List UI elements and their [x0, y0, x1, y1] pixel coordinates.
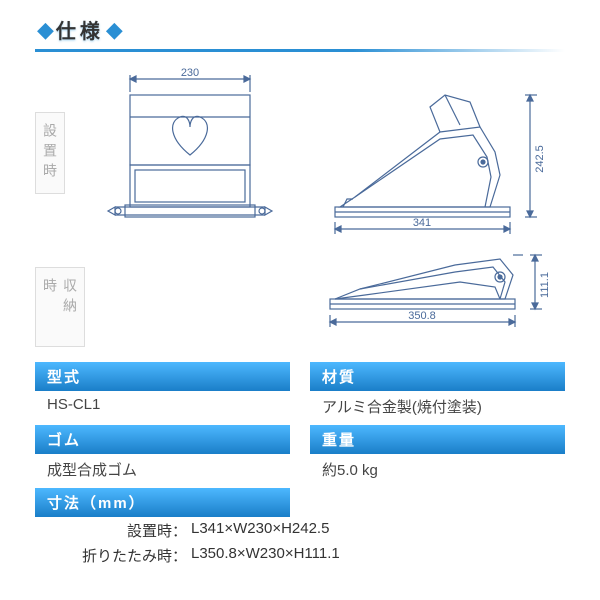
diamond-icon: ◆: [37, 17, 54, 43]
spec-rubber-label: ゴム: [35, 425, 290, 454]
section-title: 仕様: [56, 15, 104, 44]
drawing-side-installed: 242.5 341: [305, 67, 565, 237]
label-stored: 収納時: [35, 267, 85, 347]
spec-table: 型式 材質 HS-CL1 アルミ合金製(焼付塗装) ゴム 重量 成型合成ゴム 約…: [35, 362, 565, 567]
spec-weight-label: 重量: [310, 425, 565, 454]
svg-text:230: 230: [181, 67, 199, 79]
svg-text:111.1: 111.1: [539, 272, 551, 298]
drawing-side-stored: 111.1 350.8: [305, 247, 565, 347]
spec-material-value: アルミ合金製(焼付塗装): [310, 393, 565, 423]
svg-text:350.8: 350.8: [408, 310, 436, 322]
spec-size-folded: 折りたたみ時： L350.8×W230×H111.1: [35, 544, 565, 567]
spec-material-label: 材質: [310, 362, 565, 391]
spec-size-installed: 設置時： L341×W230×H242.5: [35, 519, 565, 542]
spec-weight-value: 約5.0 kg: [310, 456, 565, 486]
spec-rubber-value: 成型合成ゴム: [35, 456, 290, 486]
spec-model-value: HS-CL1: [35, 393, 290, 423]
spec-size-label: 寸法（mm）: [35, 488, 290, 517]
drawing-front-installed: 230: [100, 67, 280, 237]
technical-drawings: 設置時 収納時 230: [35, 67, 565, 347]
diamond-icon: ◆: [106, 17, 123, 43]
svg-text:242.5: 242.5: [534, 145, 546, 173]
svg-text:341: 341: [413, 217, 431, 229]
spec-model-label: 型式: [35, 362, 290, 391]
header-underline: [35, 49, 565, 52]
label-installed: 設置時: [35, 112, 65, 194]
